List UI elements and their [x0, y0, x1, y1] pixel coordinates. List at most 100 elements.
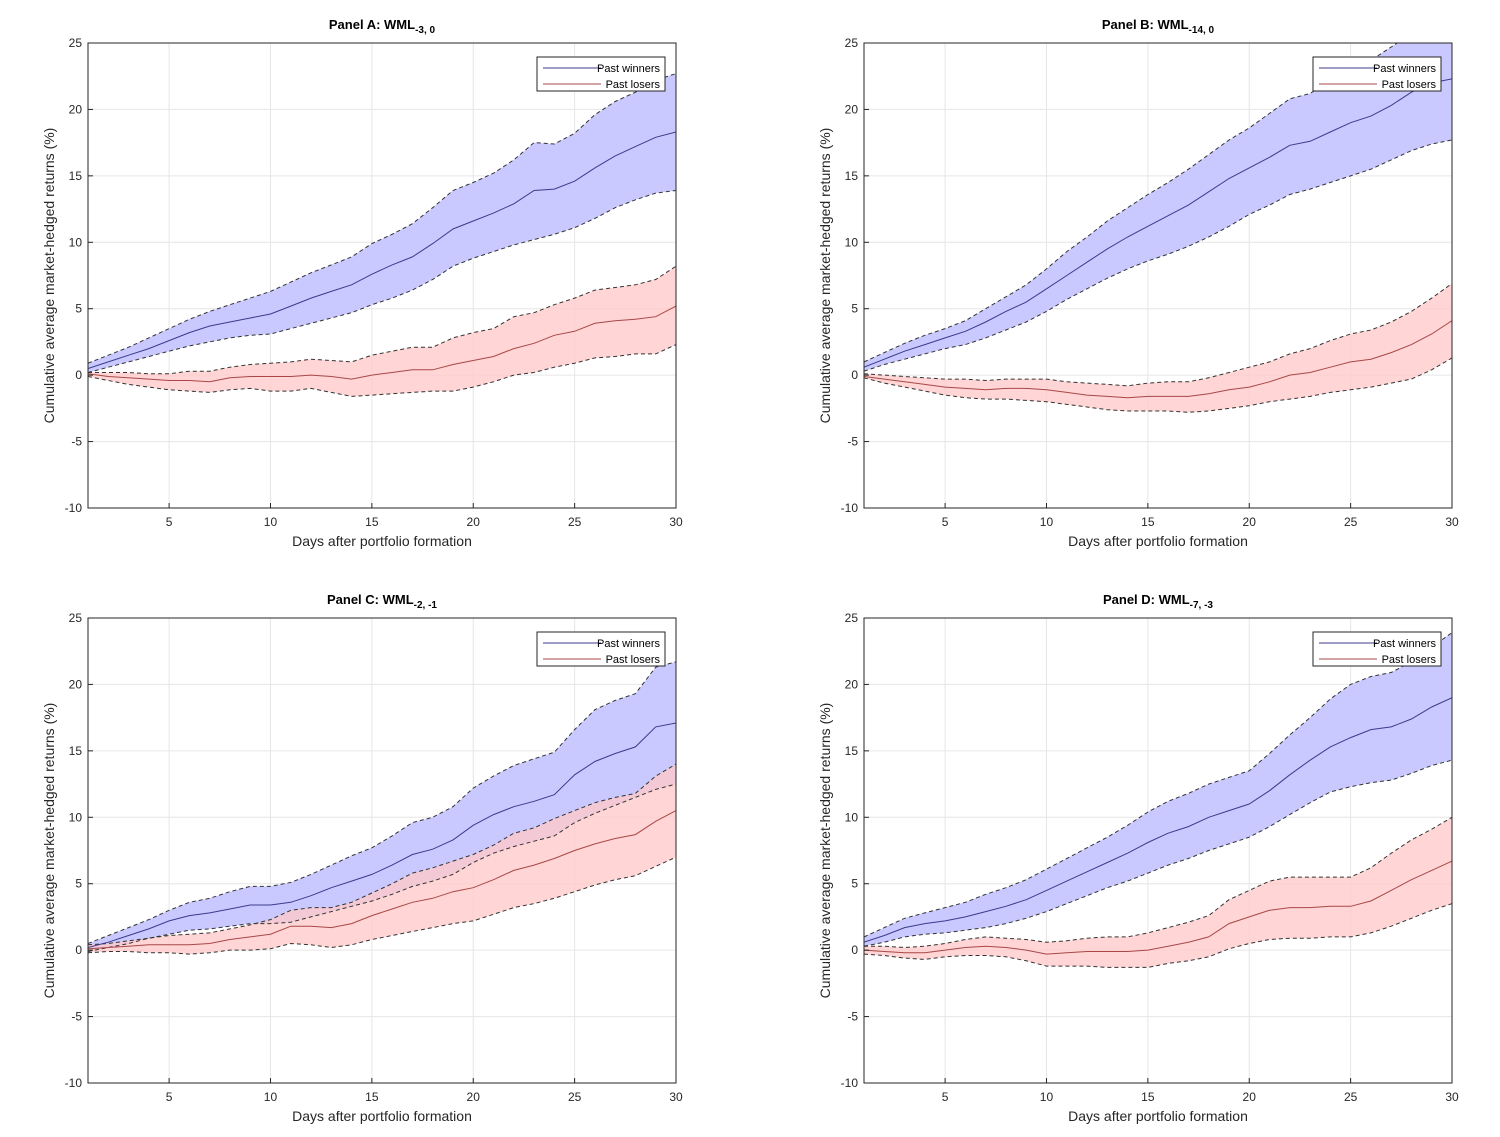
y-tick-label: -10 [841, 1076, 859, 1090]
legend: Past winners Past losers [1312, 56, 1442, 92]
y-tick-label: 20 [69, 102, 83, 116]
y-tick-label: 10 [69, 235, 83, 249]
x-axis-label: Days after portfolio formation [292, 1108, 472, 1124]
winners-upper-bound [864, 632, 1452, 938]
y-tick-label: 10 [845, 235, 859, 249]
chart-svg: 5 10 15 20 25 30 -10 -5 0 5 10 15 20 25 Days after por… [41, 36, 683, 549]
x-tick-label: 25 [1344, 1090, 1358, 1104]
y-tick-label: -5 [847, 1010, 858, 1024]
winners-line [864, 697, 1452, 943]
legend-box [536, 631, 666, 667]
panel-title: Panel B: WML-14, 0 [864, 17, 1452, 36]
legend-label-losers: Past losers [1382, 654, 1437, 666]
legend: Past winners Past losers [536, 56, 666, 92]
panel-title: Panel A: WML-3, 0 [88, 17, 676, 36]
legend-box [1312, 56, 1442, 92]
losers-line [88, 305, 676, 383]
losers-line [864, 320, 1452, 399]
x-tick-label: 20 [467, 1090, 481, 1104]
axes-box [87, 617, 677, 1084]
legend-label-losers: Past losers [606, 654, 661, 666]
chart-svg: 5 10 15 20 25 30 -10 -5 0 5 10 15 20 25 Days after por… [41, 611, 683, 1124]
losers-upper-bound [864, 816, 1452, 949]
plot-content [88, 73, 676, 397]
y-axis-label: Cumulative average market-hedged returns… [817, 128, 833, 424]
y-tick-label: 25 [845, 36, 859, 50]
x-tick-label: 5 [166, 1090, 173, 1104]
y-tick-label: 0 [851, 368, 858, 382]
y-tick-label: 20 [845, 102, 859, 116]
panel-title-text: Panel A: WML [328, 17, 416, 32]
x-axis-label: Days after portfolio formation [1068, 1108, 1248, 1124]
legend-label-losers: Past losers [606, 79, 661, 91]
x-tick-label: 25 [568, 515, 582, 529]
winners-line [864, 78, 1452, 368]
y-tick-label: 15 [845, 169, 859, 183]
y-tick-label: 15 [69, 169, 83, 183]
panel-title-subscript: -2, -1 [413, 600, 437, 611]
y-tick-label: -10 [65, 1076, 83, 1090]
losers-confidence-band [88, 764, 676, 955]
legend-label-winners: Past winners [1373, 63, 1436, 75]
y-tick-label: 0 [75, 368, 82, 382]
legend-label-winners: Past winners [597, 63, 660, 75]
x-tick-label: 25 [1344, 515, 1358, 529]
y-tick-label: 10 [845, 810, 859, 824]
y-tick-label: -10 [65, 501, 83, 515]
winners-confidence-band [864, 43, 1452, 372]
y-tick-label: 20 [69, 677, 83, 691]
y-tick-label: 20 [845, 677, 859, 691]
x-tick-label: 20 [1243, 515, 1257, 529]
y-tick-label: 5 [851, 877, 858, 891]
x-tick-label: 5 [942, 1090, 949, 1104]
x-tick-label: 5 [942, 515, 949, 529]
losers-upper-bound [88, 265, 676, 375]
panel-title-subscript: -3, 0 [415, 25, 436, 36]
y-tick-label: 15 [845, 744, 859, 758]
panel-title: Panel D: WML-7, -3 [864, 592, 1452, 611]
x-tick-label: 15 [365, 515, 379, 529]
y-tick-label: -5 [71, 1010, 82, 1024]
plot-content [864, 632, 1452, 968]
winners-lower-bound [864, 759, 1452, 947]
losers-lower-bound [88, 856, 676, 955]
panel-title: Panel C: WML-2, -1 [88, 592, 676, 611]
plot-content [88, 661, 676, 955]
legend-box [536, 56, 666, 92]
chart-svg: 5 10 15 20 25 30 -10 -5 0 5 10 15 20 25 Days after por… [817, 611, 1459, 1124]
x-tick-label: 15 [1141, 1090, 1155, 1104]
y-tick-label: 0 [851, 943, 858, 957]
x-tick-label: 15 [1141, 515, 1155, 529]
x-axis-label: Days after portfolio formation [292, 533, 472, 549]
x-tick-label: 5 [166, 515, 173, 529]
panel-title-text: Panel C: WML [326, 592, 414, 607]
panel-b: Panel B: WML-14, 0 5 10 15 20 25 30 -10 -5 0 5 10 1… [776, 0, 1500, 562]
y-axis-label: Cumulative average market-hedged returns… [41, 703, 57, 999]
x-tick-label: 20 [467, 515, 481, 529]
winners-lower-bound [88, 783, 676, 952]
y-tick-label: -10 [841, 501, 859, 515]
x-axis-label: Days after portfolio formation [1068, 533, 1248, 549]
x-tick-label: 10 [1040, 515, 1054, 529]
axes-box [87, 42, 677, 509]
y-tick-label: 5 [851, 302, 858, 316]
winners-lower-bound [88, 190, 676, 373]
plot-content [864, 43, 1452, 413]
legend-label-winners: Past winners [1373, 638, 1436, 650]
y-tick-label: 5 [75, 302, 82, 316]
axes-box [863, 617, 1453, 1084]
panel-title-subscript: -14, 0 [1188, 25, 1215, 36]
losers-lower-bound [88, 344, 676, 397]
x-tick-label: 30 [669, 1090, 683, 1104]
x-tick-label: 10 [264, 1090, 278, 1104]
x-tick-label: 30 [669, 515, 683, 529]
losers-lower-bound [864, 903, 1452, 968]
x-tick-label: 10 [1040, 1090, 1054, 1104]
panel-c: Panel C: WML-2, -1 5 10 15 20 25 30 -10 -5 0 5 10 1… [0, 575, 750, 1137]
winners-upper-bound [88, 661, 676, 944]
winners-confidence-band [864, 632, 1452, 947]
y-tick-label: 5 [75, 877, 82, 891]
y-tick-label: 25 [69, 611, 83, 625]
winners-line [88, 722, 676, 948]
